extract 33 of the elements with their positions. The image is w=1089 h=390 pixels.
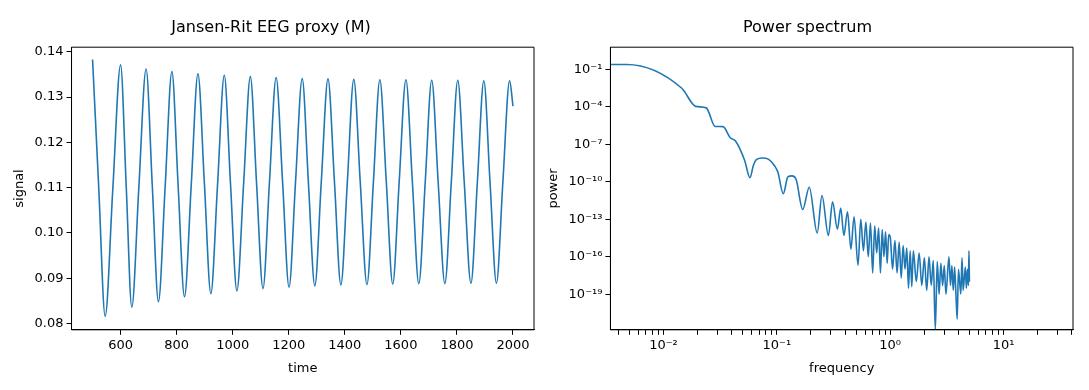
x-tick-label: 1600	[384, 336, 418, 352]
chart-title: Power spectrum	[742, 16, 873, 36]
y-tick-label: 0.14	[34, 43, 64, 59]
x-tick-label: 1400	[328, 336, 362, 352]
x-tick-label: 1800	[440, 336, 474, 352]
y-axis-title: power	[545, 167, 561, 209]
x-axis-title: frequency	[809, 359, 875, 375]
y-axis-title: signal	[11, 169, 27, 208]
x-tick-label: 1000	[216, 336, 250, 352]
y-tick-label: 10⁻⁴	[573, 98, 603, 114]
x-tick-label: 10⁻²	[649, 336, 678, 352]
y-tick-label: 0.11	[34, 178, 64, 194]
x-tick-label: 600	[108, 336, 134, 352]
x-tick-label: 2000	[496, 336, 530, 352]
y-tick-label: 10⁻¹⁶	[568, 248, 603, 264]
y-tick-label: 10⁻¹	[573, 60, 603, 76]
x-axis-title: time	[288, 359, 318, 375]
y-tick-label: 10⁻¹⁹	[568, 285, 603, 301]
y-tick-label: 0.08	[34, 314, 64, 330]
y-tick-label: 10⁻⁷	[573, 135, 603, 151]
y-tick-label: 0.09	[34, 269, 64, 285]
y-tick-label: 10⁻¹⁰	[568, 173, 603, 189]
y-tick-label: 0.13	[34, 88, 64, 104]
chart-title: Jansen-Rit EEG proxy (M)	[170, 16, 371, 36]
x-tick-label: 800	[164, 336, 190, 352]
x-tick-label: 10⁰	[879, 336, 902, 352]
y-tick-label: 10⁻¹³	[568, 210, 603, 226]
x-tick-label: 1200	[272, 336, 306, 352]
x-tick-label: 10¹	[992, 336, 1015, 352]
y-tick-label: 0.12	[34, 133, 64, 149]
x-tick-label: 10⁻¹	[762, 336, 792, 352]
line-series	[91, 58, 514, 318]
y-tick-label: 0.10	[34, 224, 64, 240]
